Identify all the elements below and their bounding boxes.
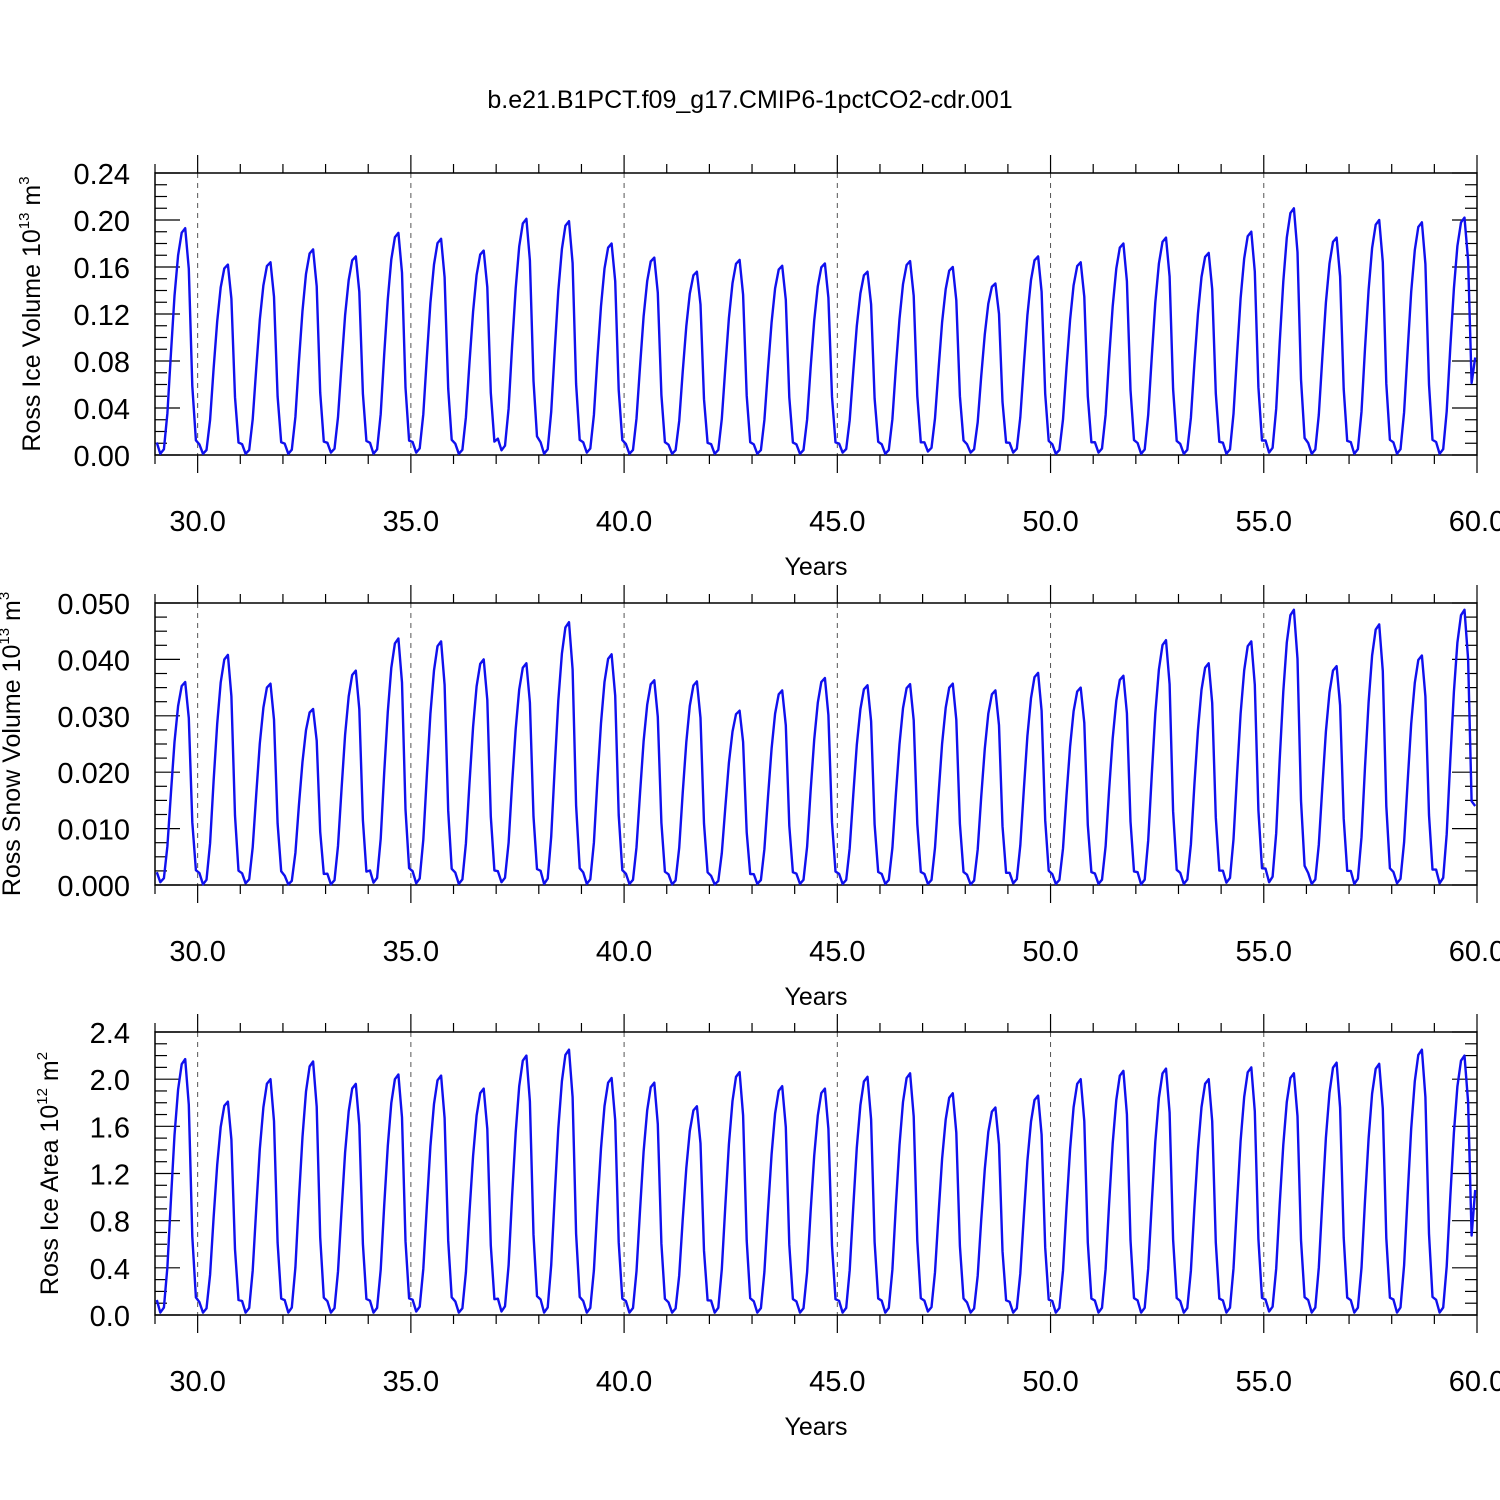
plot-frame [154, 1031, 1478, 1316]
y-tick-label: 0.8 [90, 1207, 130, 1239]
y-tick-label: 0.020 [57, 758, 130, 790]
x-tick-label: 40.0 [596, 936, 652, 968]
series-line [155, 207, 1477, 455]
y-tick-label: 0.20 [74, 206, 130, 238]
series-line [155, 1048, 1477, 1314]
x-tick-label: 45.0 [809, 1366, 865, 1398]
y-tick-label: 0.000 [57, 871, 130, 903]
y-tick-label: 0.12 [74, 300, 130, 332]
y-tick-label: 0.010 [57, 815, 130, 847]
x-tick-label: 35.0 [383, 1366, 439, 1398]
x-tick-label: 50.0 [1022, 936, 1078, 968]
panel-3: 30.0 35.0 40.0 45.0 50.0 55.0 60.0 0.0 0.4 0.8 1.2… [34, 1014, 1500, 1441]
x-tick-label: 55.0 [1236, 1366, 1292, 1398]
y-tick-label: 0.04 [74, 394, 130, 426]
x-axis-label: Years [784, 983, 847, 1011]
x-tick-label: 35.0 [383, 506, 439, 538]
x-tick-label: 40.0 [596, 1366, 652, 1398]
y-tick-label: 0.16 [74, 253, 130, 285]
x-axis-label: Years [784, 1413, 847, 1441]
y-tick-label: 2.0 [90, 1065, 130, 1097]
x-tick-label: 30.0 [169, 506, 225, 538]
y-tick-label: 0.040 [57, 645, 130, 677]
figure-title: b.e21.B1PCT.f09_g17.CMIP6-1pctCO2-cdr.00… [487, 86, 1012, 114]
x-tick-label: 50.0 [1022, 1366, 1078, 1398]
x-tick-label: 60.0 [1449, 506, 1500, 538]
y-tick-label: 0.24 [74, 159, 130, 191]
y-axis-label: Ross Ice Volume 1013 m3 [16, 176, 46, 451]
x-tick-label: 30.0 [169, 1366, 225, 1398]
y-tick-label: 1.6 [90, 1112, 130, 1144]
panel-2: 30.0 35.0 40.0 45.0 50.0 55.0 60.0 0.000 0.010 0.… [0, 585, 1500, 1011]
plot-frame [154, 602, 1478, 886]
y-tick-label: 1.2 [90, 1160, 130, 1192]
y-axis-label: Ross Snow Volume 1013 m3 [0, 592, 26, 896]
panels: 30.0 35.0 40.0 45.0 50.0 55.0 60.0 0.00 0.04 0.08… [0, 155, 1500, 1441]
series-line [155, 608, 1477, 886]
y-axis-label: Ross Ice Area 1012 m2 [34, 1052, 64, 1295]
y-tick-label: 0.4 [90, 1254, 130, 1286]
y-tick-label: 0.0 [90, 1301, 130, 1333]
x-tick-label: 55.0 [1236, 506, 1292, 538]
y-tick-label: 0.00 [74, 441, 130, 473]
y-tick-label: 0.08 [74, 347, 130, 379]
y-tick-label: 0.030 [57, 702, 130, 734]
x-tick-label: 60.0 [1449, 936, 1500, 968]
x-tick-label: 45.0 [809, 506, 865, 538]
x-tick-label: 55.0 [1236, 936, 1292, 968]
panel-1: 30.0 35.0 40.0 45.0 50.0 55.0 60.0 0.00 0.04 0.08… [16, 155, 1500, 581]
x-tick-label: 35.0 [383, 936, 439, 968]
x-tick-label: 45.0 [809, 936, 865, 968]
x-tick-label: 50.0 [1022, 506, 1078, 538]
x-axis-label: Years [784, 553, 847, 581]
x-tick-label: 30.0 [169, 936, 225, 968]
y-tick-label: 0.050 [57, 589, 130, 621]
x-tick-label: 40.0 [596, 506, 652, 538]
y-tick-label: 2.4 [90, 1018, 130, 1050]
x-tick-label: 60.0 [1449, 1366, 1500, 1398]
